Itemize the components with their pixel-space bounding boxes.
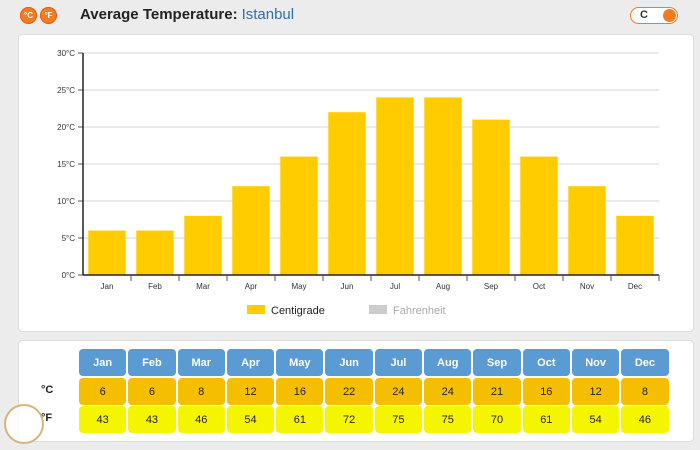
- unit-toggle[interactable]: C: [630, 7, 678, 24]
- celsius-cell-dec: 8: [621, 378, 669, 405]
- unit-buttons: °C °F: [20, 7, 57, 24]
- fahrenheit-row-label: °F: [41, 412, 53, 424]
- chart-legend: Centigrade Fahrenheit: [247, 305, 446, 317]
- y-tick-label: 25°C: [57, 86, 75, 95]
- x-tick-label: Sep: [484, 282, 499, 291]
- month-header-aug: Aug: [424, 349, 472, 376]
- fahrenheit-cell-oct: 61: [522, 406, 570, 433]
- celsius-cell-oct: 16: [522, 378, 570, 405]
- bar-jul[interactable]: [376, 97, 414, 276]
- legend-swatch-centigrade[interactable]: [247, 305, 265, 314]
- celsius-cell-jul: 24: [374, 378, 423, 405]
- y-tick-label: 10°C: [57, 197, 75, 206]
- x-tick-label: Apr: [245, 282, 258, 291]
- month-header-jan: Jan: [79, 349, 127, 376]
- celsius-cell-apr: 12: [226, 378, 275, 405]
- page-title: Average Temperature: Istanbul: [80, 6, 294, 23]
- celsius-unit-button[interactable]: °C: [20, 7, 37, 24]
- fahrenheit-cell-jun: 72: [325, 406, 373, 433]
- celsius-cell-aug: 24: [424, 378, 472, 405]
- celsius-row-label: °C: [41, 384, 54, 396]
- celsius-cell-feb: 6: [128, 378, 176, 405]
- bar-may[interactable]: [280, 156, 318, 275]
- month-header-oct: Oct: [522, 349, 570, 376]
- celsius-cell-jun: 22: [325, 378, 373, 405]
- bar-oct[interactable]: [520, 156, 558, 275]
- chart-bars: [88, 97, 654, 276]
- x-tick-label: Oct: [533, 282, 546, 291]
- toggle-label: C: [640, 9, 648, 21]
- legend-swatch-fahrenheit[interactable]: [369, 305, 387, 314]
- bar-mar[interactable]: [184, 215, 222, 275]
- city-name: Istanbul: [241, 6, 295, 23]
- x-tick-label: Aug: [436, 282, 450, 291]
- month-header-jun: Jun: [325, 349, 373, 376]
- watermark-logo: [4, 404, 44, 444]
- fahrenheit-cell-jul: 75: [374, 406, 423, 433]
- chart-grid: [83, 52, 659, 276]
- fahrenheit-cell-feb: 43: [128, 406, 176, 433]
- celsius-cell-jan: 6: [79, 378, 127, 405]
- bar-feb[interactable]: [136, 230, 174, 275]
- fahrenheit-cell-jan: 43: [79, 406, 127, 433]
- x-tick-label: Jan: [101, 282, 114, 291]
- month-header-nov: Nov: [571, 349, 620, 376]
- fahrenheit-cell-may: 61: [276, 406, 324, 433]
- bar-jun[interactable]: [328, 112, 366, 275]
- x-tick-label: Feb: [148, 282, 162, 291]
- month-header-may: May: [276, 349, 324, 376]
- fahrenheit-unit-button[interactable]: °F: [40, 7, 57, 24]
- y-tick-label: 5°C: [62, 234, 76, 243]
- month-header-jul: Jul: [374, 349, 423, 376]
- month-header-sep: Sep: [473, 349, 521, 376]
- bar-dec[interactable]: [616, 215, 654, 275]
- bar-apr[interactable]: [232, 186, 270, 275]
- month-header-dec: Dec: [621, 349, 669, 376]
- bar-aug[interactable]: [424, 97, 462, 276]
- x-tick-label: May: [291, 282, 306, 291]
- month-header-mar: Mar: [177, 349, 225, 376]
- celsius-row: 6 6 8 12 16 22 24 24 21 16 12 8: [79, 378, 669, 405]
- legend-label-fahrenheit[interactable]: Fahrenheit: [393, 305, 446, 317]
- temperature-table: Jan Feb Mar Apr May Jun Jul Aug Sep Oct Nov Dec °C …: [18, 340, 694, 442]
- bar-sep[interactable]: [472, 119, 510, 275]
- fahrenheit-cell-nov: 54: [571, 406, 620, 433]
- x-tick-label: Dec: [628, 282, 642, 291]
- toggle-knob[interactable]: [663, 9, 676, 22]
- y-tick-label: 20°C: [57, 123, 75, 132]
- fahrenheit-cell-mar: 46: [177, 406, 225, 433]
- fahrenheit-cell-aug: 75: [424, 406, 472, 433]
- y-tick-label: 0°C: [62, 271, 76, 280]
- celsius-cell-may: 16: [276, 378, 324, 405]
- temperature-bar-chart: 0°C 5°C 10°C 15°C 20°C 25°C 30°C Jan Feb Mar Apr Ma…: [57, 49, 660, 317]
- x-tick-label: Mar: [196, 282, 210, 291]
- x-tick-label: Nov: [580, 282, 594, 291]
- month-header-feb: Feb: [128, 349, 176, 376]
- y-tick-label: 15°C: [57, 160, 75, 169]
- y-tick-label: 30°C: [57, 49, 75, 58]
- celsius-cell-nov: 12: [571, 378, 620, 405]
- title-label: Average Temperature:: [80, 6, 238, 23]
- fahrenheit-row: 43 43 46 54 61 72 75 75 70 61 54 46: [79, 406, 669, 433]
- fahrenheit-cell-apr: 54: [226, 406, 275, 433]
- legend-label-centigrade[interactable]: Centigrade: [271, 305, 325, 317]
- bar-jan[interactable]: [88, 230, 126, 275]
- month-header-apr: Apr: [226, 349, 275, 376]
- header-bar: °C °F Average Temperature: Istanbul C: [0, 0, 700, 30]
- celsius-cell-mar: 8: [177, 378, 225, 405]
- x-tick-label: Jun: [341, 282, 354, 291]
- x-tick-label: Jul: [390, 282, 400, 291]
- month-header-row: Jan Feb Mar Apr May Jun Jul Aug Sep Oct Nov Dec: [79, 349, 669, 376]
- chart-axes: 0°C 5°C 10°C 15°C 20°C 25°C 30°C Jan Feb Mar Apr Ma…: [57, 49, 660, 291]
- fahrenheit-cell-sep: 70: [473, 406, 521, 433]
- bar-nov[interactable]: [568, 186, 606, 275]
- celsius-cell-sep: 21: [473, 378, 521, 405]
- chart-panel: 0°C 5°C 10°C 15°C 20°C 25°C 30°C Jan Feb Mar Apr Ma…: [18, 34, 694, 332]
- fahrenheit-cell-dec: 46: [621, 406, 669, 433]
